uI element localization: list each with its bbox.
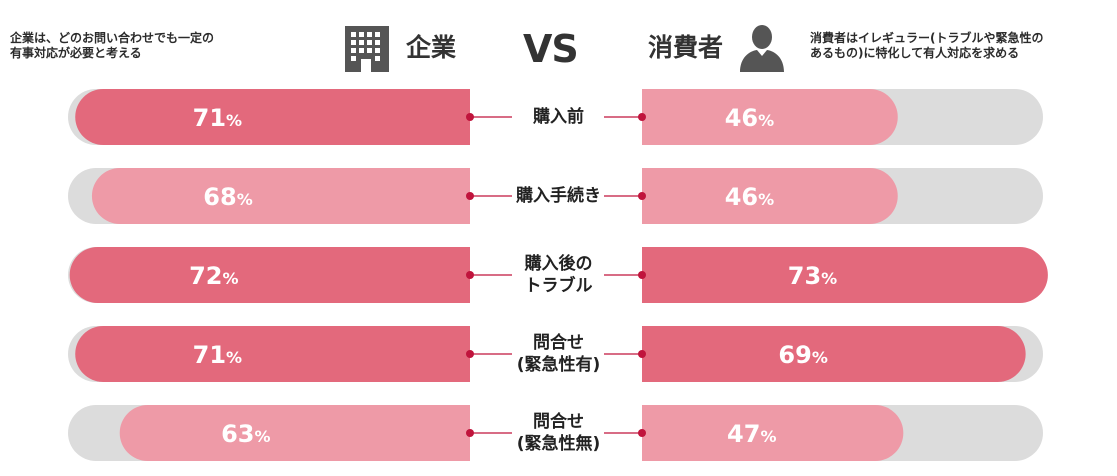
consumer-value-label: 69% [778, 341, 827, 369]
consumer-bar [642, 405, 904, 461]
company-bar [69, 247, 471, 304]
company-dot [466, 350, 474, 358]
consumer-dot [638, 271, 646, 279]
category-label: 問合せ (緊急性無) [516, 412, 601, 454]
company-value-label: 63% [221, 420, 270, 448]
consumer-bar [642, 89, 898, 145]
company-value-label: 68% [203, 183, 252, 211]
consumer-dot [638, 113, 646, 121]
company-bar [91, 168, 471, 224]
company-value-label: 71% [193, 341, 242, 369]
vs-label: VS [523, 27, 579, 71]
company-dot [466, 113, 474, 121]
company-dot [466, 429, 474, 437]
consumer-value-label: 46% [725, 183, 774, 211]
consumer-bar [642, 247, 1048, 303]
category-label: 問合せ (緊急性有) [516, 333, 601, 375]
person-icon [740, 25, 784, 72]
consumer-bar [642, 326, 1026, 382]
consumer-value-label: 46% [725, 104, 774, 132]
company-value-label: 71% [193, 104, 242, 132]
company-title: 企業 [406, 33, 457, 62]
consumer-value-label: 73% [788, 262, 837, 290]
category-label: 購入前 [533, 107, 584, 127]
consumer-dot [638, 192, 646, 200]
consumer-title: 消費者 [648, 33, 724, 62]
consumer-dot [638, 429, 646, 437]
company-bar [119, 405, 470, 461]
company-bar [75, 326, 471, 382]
consumer-note: 消費者はイレギュラー(トラブルや緊急性の あるもの)に特化して有人対応を求める [810, 31, 1044, 60]
consumer-value-label: 47% [727, 420, 776, 448]
company-note: 企業は、どのお問い合わせでも一定の 有事対応が必要と考える [10, 31, 215, 60]
category-label: 購入後の トラブル [524, 254, 593, 296]
company-bar [75, 89, 471, 145]
consumer-bar [642, 168, 898, 224]
building-icon [345, 26, 389, 72]
consumer-dot [638, 350, 646, 358]
company-dot [466, 192, 474, 200]
company-value-label: 72% [189, 262, 238, 290]
category-label: 購入手続き [516, 186, 601, 206]
company-dot [466, 271, 474, 279]
